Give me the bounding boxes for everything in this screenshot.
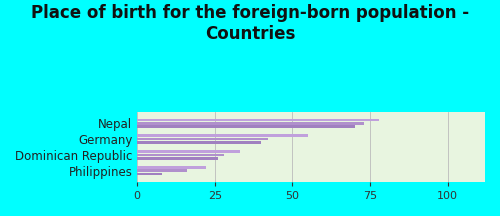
Bar (137, 125, 354, 128)
Bar (137, 166, 205, 169)
Bar (137, 119, 380, 121)
Bar (137, 173, 162, 175)
Bar (137, 141, 262, 144)
Bar (137, 134, 308, 137)
Text: Place of birth for the foreign-born population -
Countries: Place of birth for the foreign-born popu… (31, 4, 469, 43)
Bar (137, 154, 224, 156)
Bar (137, 157, 218, 160)
Bar (137, 169, 187, 172)
Bar (137, 138, 268, 140)
Bar (137, 122, 364, 125)
Bar (137, 150, 240, 153)
